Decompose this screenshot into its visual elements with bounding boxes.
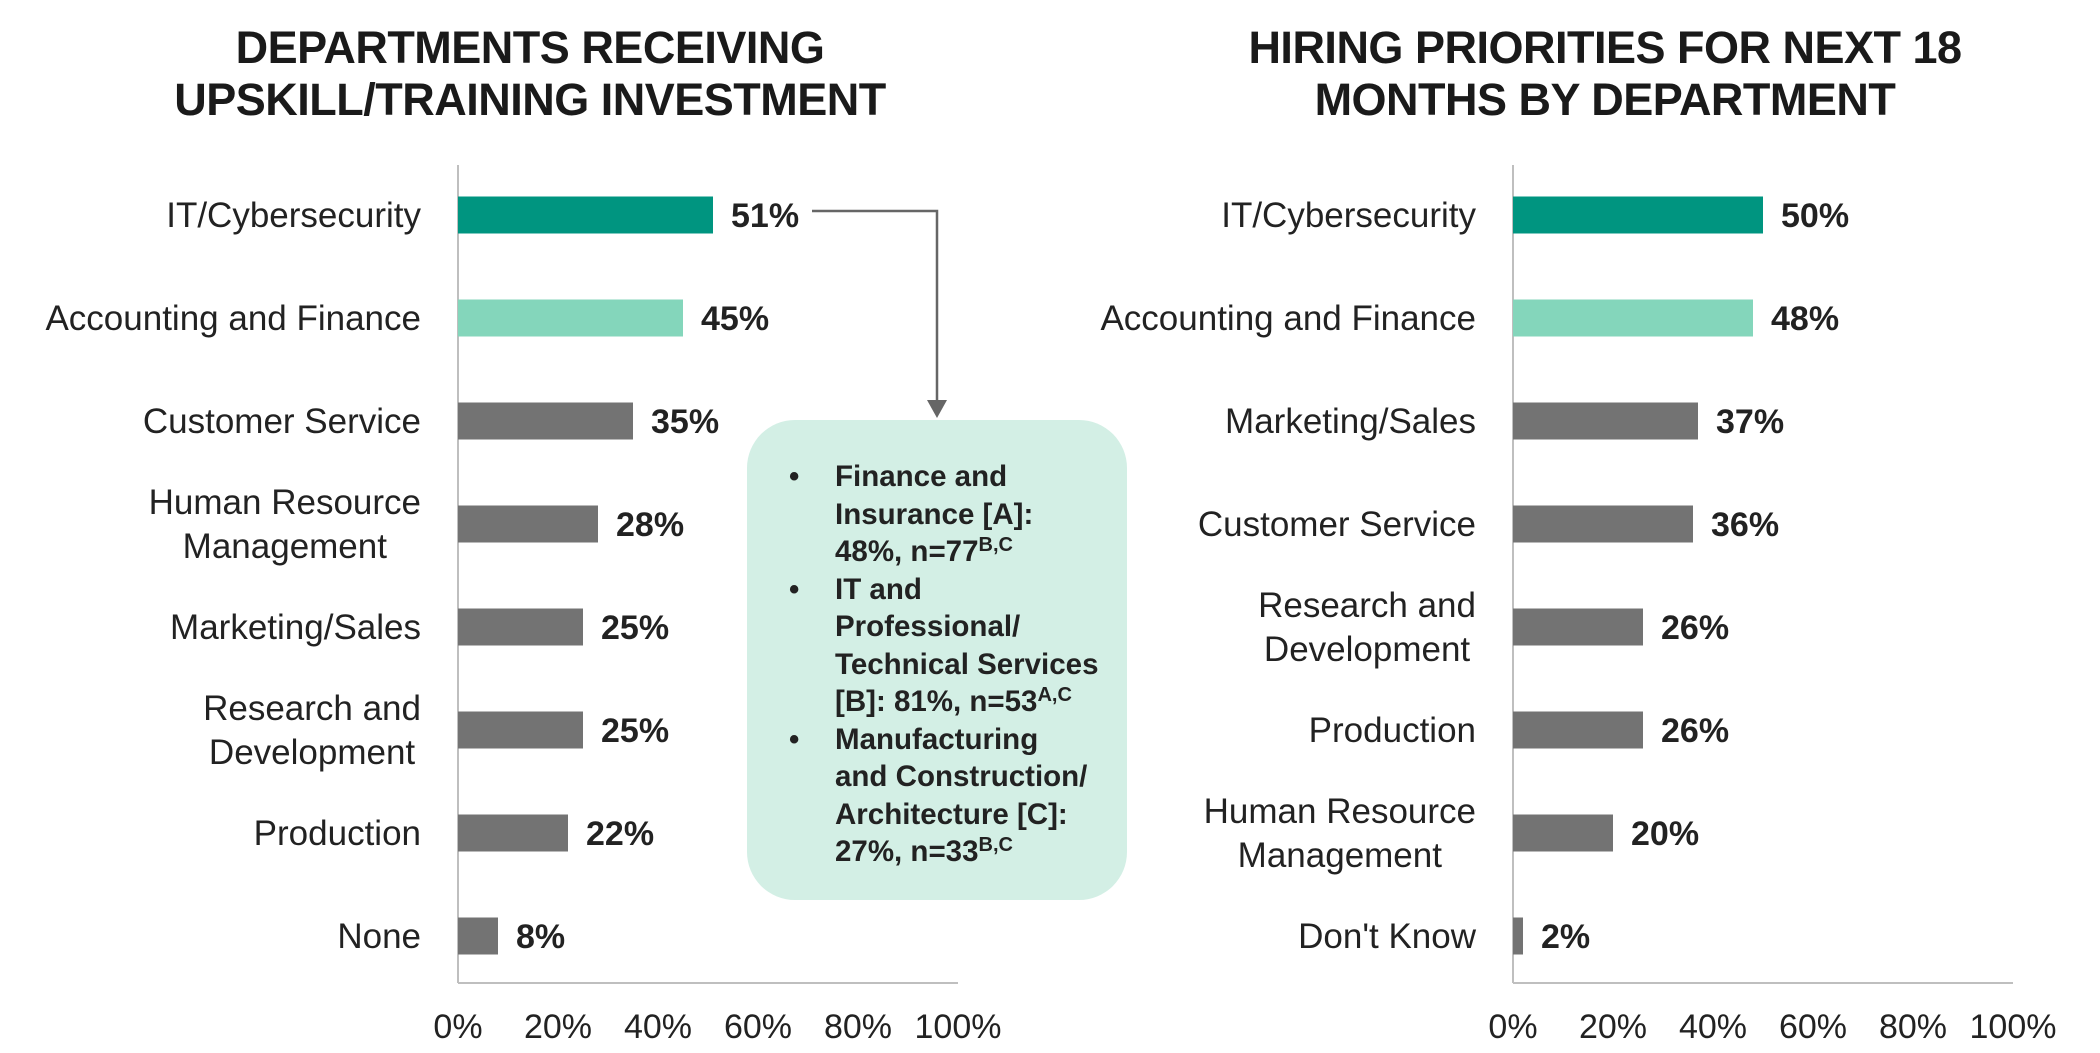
- bar: [1513, 814, 1613, 852]
- x-tick-label: 0%: [433, 1008, 482, 1046]
- x-tick-label: 40%: [1679, 1008, 1747, 1046]
- category-label: Accounting and Finance: [45, 299, 421, 338]
- callout-connector-arrow: [812, 209, 947, 418]
- callout-line: Professional/: [835, 610, 1021, 643]
- callout-line: IT and: [835, 572, 922, 606]
- callout-line: [B]: 81%, n=53: [835, 685, 1038, 718]
- category-label: Human Resource: [1204, 792, 1476, 831]
- callout-line: 27%, n=33: [835, 835, 979, 868]
- data-label: 20%: [1631, 815, 1699, 853]
- bar: [1513, 402, 1698, 440]
- bar: [1513, 196, 1763, 234]
- bar: [458, 196, 713, 234]
- bar: [458, 814, 568, 852]
- chart-title-training: DEPARTMENTS RECEIVING UPSKILL/TRAINING I…: [90, 22, 970, 126]
- bar: [458, 608, 583, 646]
- x-tick-label: 60%: [1779, 1008, 1847, 1046]
- industry-breakdown-callout: • Finance and Insurance [A]: 48%, n=77B,C • I…: [747, 420, 1127, 900]
- data-label: 26%: [1661, 609, 1729, 647]
- category-label: Production: [1309, 711, 1476, 750]
- callout-superscript: A,C: [1037, 684, 1072, 706]
- callout-line: 48%, n=77: [835, 535, 979, 568]
- bar: [1513, 505, 1693, 543]
- bar: [458, 299, 683, 337]
- data-label: 25%: [601, 609, 669, 647]
- x-tick-label: 100%: [1970, 1008, 2057, 1046]
- bar: [1513, 299, 1753, 337]
- bar: [458, 402, 633, 440]
- category-label: Research and: [203, 689, 421, 728]
- data-label: 26%: [1661, 712, 1729, 750]
- callout-line: Architecture [C]:: [835, 797, 1068, 831]
- category-label: Development: [209, 733, 415, 772]
- chart-hiring-priorities: 50% IT/Cybersecurity 48% Accounting and Fin…: [1100, 165, 2056, 1046]
- data-label: 48%: [1771, 300, 1839, 338]
- callout-line: Finance and: [835, 460, 1008, 493]
- category-label: Development: [1264, 630, 1470, 669]
- connector-line: [812, 209, 939, 402]
- bar: [1513, 917, 1523, 955]
- callout-item: • Finance and Insurance [A]: 48%, n=77B,C: [779, 458, 1103, 571]
- callout-superscript: B,C: [978, 534, 1013, 556]
- bullet-icon: •: [789, 460, 800, 493]
- category-label: Human Resource: [149, 483, 421, 522]
- category-label: None: [337, 917, 421, 956]
- bar: [458, 505, 598, 543]
- x-tick-label: 100%: [915, 1008, 1002, 1046]
- chart-title-line: MONTHS BY DEPARTMENT: [1314, 74, 1896, 125]
- data-label: 35%: [651, 403, 719, 441]
- callout-line: and Construction/: [835, 760, 1088, 793]
- callout-item: • Manufacturing and Construction/Architect…: [779, 721, 1103, 871]
- x-tick-label: 20%: [524, 1008, 592, 1046]
- chart-title-line: DEPARTMENTS RECEIVING: [235, 22, 825, 73]
- data-label: 37%: [1716, 403, 1784, 441]
- callout-line: Insurance [A]:: [835, 497, 1034, 531]
- category-label: IT/Cybersecurity: [1221, 196, 1476, 235]
- bar: [1513, 608, 1643, 646]
- arrowhead-icon: [927, 400, 947, 418]
- x-tick-label: 80%: [824, 1008, 892, 1046]
- category-label: Management: [1238, 836, 1443, 875]
- callout-list: • Finance and Insurance [A]: 48%, n=77B,C • I…: [779, 458, 1103, 871]
- bullet-icon: •: [789, 722, 800, 756]
- x-tick-label: 40%: [624, 1008, 692, 1046]
- category-label: Marketing/Sales: [170, 608, 421, 647]
- category-label: Customer Service: [1198, 505, 1476, 544]
- category-label: Research and: [1258, 586, 1476, 625]
- category-label: IT/Cybersecurity: [166, 196, 421, 235]
- x-tick-label: 20%: [1579, 1008, 1647, 1046]
- data-label: 2%: [1541, 918, 1590, 956]
- callout-line: Technical Services: [835, 647, 1099, 681]
- category-label: Accounting and Finance: [1100, 299, 1476, 338]
- x-tick-label: 80%: [1879, 1008, 1947, 1046]
- data-label: 50%: [1781, 197, 1849, 235]
- data-label: 51%: [731, 197, 799, 235]
- callout-line: Manufacturing: [835, 722, 1039, 756]
- bar: [1513, 711, 1643, 749]
- chart-training-investment: 51% IT/Cybersecurity 45% Accounting and Fin…: [45, 165, 1001, 1046]
- x-tick-label: 0%: [1488, 1008, 1537, 1046]
- category-label: Customer Service: [143, 402, 421, 441]
- chart-title-hiring: HIRING PRIORITIES FOR NEXT 18 MONTHS BY …: [1145, 22, 2065, 126]
- x-tick-label: 60%: [724, 1008, 792, 1046]
- data-label: 45%: [701, 300, 769, 338]
- bullet-icon: •: [789, 572, 800, 606]
- data-label: 8%: [516, 918, 565, 956]
- chart-title-line: UPSKILL/TRAINING INVESTMENT: [174, 74, 886, 125]
- callout-item: • IT and Professional/Technical Services [B…: [779, 571, 1103, 721]
- bar: [458, 711, 583, 749]
- data-label: 22%: [586, 815, 654, 853]
- callout-superscript: B,C: [978, 834, 1013, 856]
- category-label: Management: [183, 527, 388, 566]
- chart-title-line: HIRING PRIORITIES FOR NEXT 18: [1248, 22, 1962, 73]
- category-label: Production: [254, 814, 421, 853]
- category-label: Marketing/Sales: [1225, 402, 1476, 441]
- data-label: 28%: [616, 506, 684, 544]
- data-label: 36%: [1711, 506, 1779, 544]
- category-label: Don't Know: [1298, 917, 1477, 956]
- data-label: 25%: [601, 712, 669, 750]
- bar: [458, 917, 498, 955]
